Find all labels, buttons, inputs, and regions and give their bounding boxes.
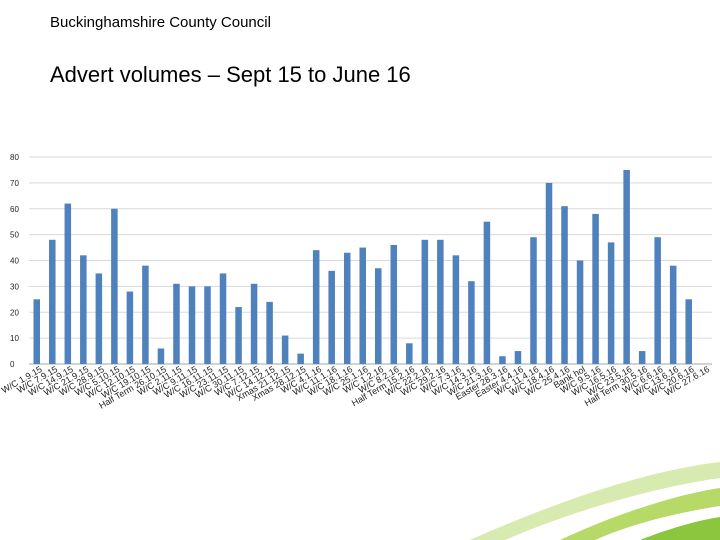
bar xyxy=(375,268,382,364)
bar xyxy=(188,286,196,365)
bar xyxy=(685,299,692,364)
bar xyxy=(250,283,258,364)
bar xyxy=(514,351,522,364)
bar xyxy=(111,208,118,364)
y-tick-label: 40 xyxy=(10,257,19,266)
bar xyxy=(204,286,211,365)
bar xyxy=(452,255,460,364)
bar xyxy=(80,255,87,364)
y-tick-label: 0 xyxy=(10,360,15,369)
y-tick-label: 80 xyxy=(10,153,19,162)
y-tick-label: 20 xyxy=(10,308,19,317)
bar xyxy=(530,237,537,364)
bar xyxy=(421,239,429,364)
bar xyxy=(49,239,56,364)
bar xyxy=(437,239,444,364)
bar xyxy=(638,351,646,364)
slide-title: Advert volumes – Sept 15 to June 16 xyxy=(50,62,411,87)
bar xyxy=(468,281,475,364)
bar xyxy=(499,356,506,364)
y-tick-label: 30 xyxy=(10,282,19,291)
y-tick-label: 70 xyxy=(10,179,19,188)
bar xyxy=(142,265,149,364)
bar xyxy=(545,182,553,365)
bar xyxy=(592,213,599,364)
y-tick-label: 10 xyxy=(10,334,19,343)
y-tick-label: 60 xyxy=(10,205,19,214)
y-axis-tick-labels: 0 10 20 30 40 50 60 70 80 xyxy=(10,153,19,369)
bar xyxy=(173,283,180,364)
bar xyxy=(390,244,398,364)
bar xyxy=(343,252,351,364)
bar xyxy=(33,299,41,364)
bar xyxy=(281,335,289,364)
bar xyxy=(219,273,227,364)
bar xyxy=(576,260,584,364)
bar xyxy=(328,270,335,364)
bars xyxy=(33,169,692,365)
bar xyxy=(266,301,273,364)
bar xyxy=(312,250,320,364)
bar xyxy=(359,247,366,364)
bar xyxy=(126,291,134,364)
bar xyxy=(95,273,103,364)
bar xyxy=(157,348,165,364)
bar xyxy=(483,221,491,364)
x-axis-category-labels: W/C 1.9.15W/C 7.9.15W/C 14.9.15W/C 21.9.… xyxy=(0,364,711,411)
bar xyxy=(654,237,661,364)
bar xyxy=(623,169,630,364)
bar xyxy=(561,206,568,364)
y-tick-label: 50 xyxy=(10,231,19,240)
organisation-name: Buckinghamshire County Council xyxy=(50,14,271,31)
bar xyxy=(297,353,304,364)
bar xyxy=(235,307,242,364)
bar xyxy=(607,242,615,364)
bar xyxy=(406,343,413,364)
bar xyxy=(64,203,72,364)
bar xyxy=(669,265,677,364)
